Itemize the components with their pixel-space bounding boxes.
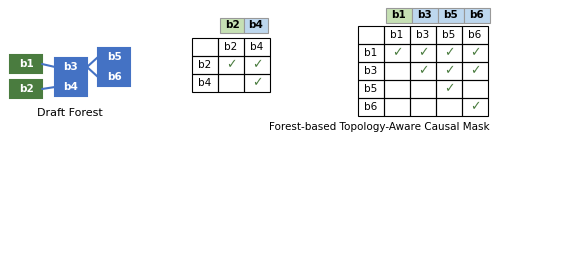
Text: b5: b5 (365, 84, 378, 94)
Text: b5: b5 (106, 52, 121, 62)
Text: b2: b2 (224, 42, 238, 52)
Text: ✓: ✓ (444, 46, 454, 59)
FancyBboxPatch shape (98, 68, 130, 86)
Bar (384, 44, 410, 62)
Text: b4: b4 (63, 82, 79, 92)
Text: b4: b4 (198, 78, 212, 88)
Bar (410, 26, 436, 44)
Text: b3: b3 (417, 30, 430, 40)
Text: ✓: ✓ (444, 64, 454, 78)
Bar (384, 80, 410, 98)
Text: b3: b3 (365, 66, 378, 76)
Bar (358, 26, 384, 44)
Text: ✓: ✓ (470, 46, 480, 59)
FancyBboxPatch shape (55, 78, 87, 96)
Bar (462, 44, 488, 62)
Bar (358, 62, 384, 80)
Bar (436, 44, 462, 62)
Bar (384, 62, 410, 80)
Text: b6: b6 (365, 102, 378, 112)
Bar (384, 98, 410, 116)
Text: b6: b6 (470, 10, 484, 20)
Text: ✓: ✓ (470, 64, 480, 78)
Bar (462, 26, 488, 44)
Text: ✓: ✓ (252, 58, 262, 72)
Bar (410, 62, 436, 80)
Bar (410, 98, 436, 116)
Text: ✓: ✓ (418, 46, 428, 59)
Bar (436, 62, 462, 80)
Text: b4: b4 (250, 42, 264, 52)
Text: ✓: ✓ (392, 46, 402, 59)
Text: b1: b1 (392, 10, 406, 20)
Text: b5: b5 (443, 30, 456, 40)
FancyBboxPatch shape (55, 58, 87, 76)
Text: b2: b2 (198, 60, 212, 70)
Bar (462, 98, 488, 116)
FancyBboxPatch shape (10, 80, 42, 98)
Bar (462, 80, 488, 98)
Text: ✓: ✓ (226, 58, 236, 72)
Text: b2: b2 (225, 20, 239, 30)
FancyBboxPatch shape (10, 55, 42, 73)
FancyBboxPatch shape (98, 48, 130, 66)
Bar (244, 56, 270, 74)
FancyBboxPatch shape (244, 18, 268, 33)
Text: b6: b6 (469, 30, 482, 40)
FancyBboxPatch shape (438, 8, 464, 23)
Bar (192, 38, 218, 56)
Bar (410, 44, 436, 62)
Text: ✓: ✓ (444, 83, 454, 96)
Bar (244, 74, 270, 92)
Bar (462, 62, 488, 80)
FancyBboxPatch shape (464, 8, 490, 23)
Text: Draft Forest: Draft Forest (37, 108, 103, 118)
Text: b4: b4 (248, 20, 263, 30)
Bar (436, 26, 462, 44)
Bar (218, 74, 244, 92)
Text: ✓: ✓ (418, 64, 428, 78)
Bar (244, 38, 270, 56)
Bar (218, 56, 244, 74)
Bar (192, 74, 218, 92)
Bar (192, 56, 218, 74)
Bar (384, 26, 410, 44)
Text: Forest-based Topology-Aware Causal Mask: Forest-based Topology-Aware Causal Mask (269, 122, 490, 132)
Bar (358, 44, 384, 62)
Text: ✓: ✓ (252, 77, 262, 90)
Text: ✓: ✓ (470, 101, 480, 113)
Bar (218, 38, 244, 56)
FancyBboxPatch shape (386, 8, 412, 23)
Bar (358, 98, 384, 116)
FancyBboxPatch shape (220, 18, 244, 33)
Bar (436, 98, 462, 116)
Text: b3: b3 (63, 62, 78, 72)
Text: b6: b6 (106, 72, 121, 82)
FancyBboxPatch shape (412, 8, 438, 23)
Text: b1: b1 (391, 30, 404, 40)
Text: b1: b1 (365, 48, 378, 58)
Text: b5: b5 (444, 10, 458, 20)
Bar (436, 80, 462, 98)
Text: b2: b2 (19, 84, 33, 94)
Bar (358, 80, 384, 98)
Text: b1: b1 (19, 59, 33, 69)
Text: b3: b3 (418, 10, 432, 20)
Bar (410, 80, 436, 98)
